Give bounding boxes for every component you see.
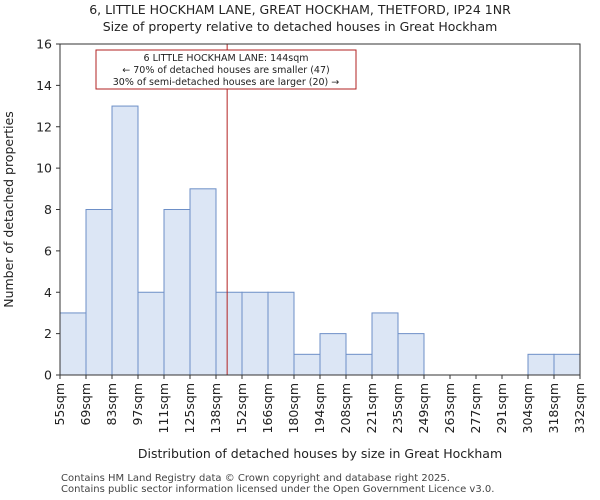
bar-304sqm xyxy=(527,353,555,376)
x-tick-label: 83sqm xyxy=(104,383,119,426)
annotation-box: 6 LITTLE HOCKHAM LANE: 144sqm ← 70% of d… xyxy=(95,49,357,90)
x-tick-label: 166sqm xyxy=(260,383,275,433)
bar-138sqm xyxy=(215,291,243,376)
bar-221sqm xyxy=(371,312,399,376)
footer-licence: Contains public sector information licen… xyxy=(61,484,495,495)
bar-194sqm xyxy=(319,333,347,376)
x-axis-label: Distribution of detached houses by size … xyxy=(138,446,502,461)
x-tick-label: 318sqm xyxy=(546,383,561,433)
x-tick-label: 221sqm xyxy=(364,383,379,433)
y-tick-label: 10 xyxy=(36,161,52,176)
chart-title: 6, LITTLE HOCKHAM LANE, GREAT HOCKHAM, T… xyxy=(89,2,511,17)
annotation-line-2: ← 70% of detached houses are smaller (47… xyxy=(122,65,329,76)
x-tick-label: 125sqm xyxy=(182,383,197,433)
x-tick-label: 180sqm xyxy=(286,383,301,433)
annotation-border xyxy=(95,49,357,90)
x-tick-label: 277sqm xyxy=(468,383,483,433)
x-tick-label: 152sqm xyxy=(234,383,249,433)
bar-235sqm xyxy=(397,333,425,376)
bar-111sqm xyxy=(163,209,191,376)
chart-subtitle: Size of property relative to detached ho… xyxy=(102,19,498,34)
y-tick-label: 14 xyxy=(36,78,52,93)
bar-97sqm xyxy=(137,291,165,376)
bar-208sqm xyxy=(345,353,373,376)
annotation-line-1: 6 LITTLE HOCKHAM LANE: 144sqm xyxy=(144,53,309,64)
bar-180sqm xyxy=(293,353,321,376)
x-tick-label: 111sqm xyxy=(156,383,171,433)
x-tick-label: 55sqm xyxy=(52,383,67,426)
y-tick-label: 2 xyxy=(44,326,52,341)
x-tick-label: 263sqm xyxy=(442,383,457,433)
plot-frame xyxy=(59,43,581,376)
x-tick-label: 235sqm xyxy=(390,383,405,433)
x-tick-label: 291sqm xyxy=(494,383,509,433)
x-tick-label: 304sqm xyxy=(520,383,535,433)
x-tick-label: 208sqm xyxy=(338,383,353,433)
bar-55sqm xyxy=(59,312,87,376)
x-tick-label: 138sqm xyxy=(208,383,223,433)
x-tick-label: 97sqm xyxy=(130,383,145,426)
bar-83sqm xyxy=(111,105,139,376)
y-tick-label: 12 xyxy=(36,119,52,134)
x-tick-label: 69sqm xyxy=(78,383,93,426)
bar-166sqm xyxy=(267,291,295,376)
y-axis-label: Number of detached properties xyxy=(1,111,16,308)
histogram-chart: 0 2 4 6 8 10 12 14 16 55sqm 69sqm 83sqm 97sqm 111sqm… xyxy=(1,37,587,462)
y-tick-label: 4 xyxy=(44,285,52,300)
bars-group xyxy=(59,105,581,376)
y-axis-ticks: 0 2 4 6 8 10 12 14 16 xyxy=(36,37,60,383)
footer-copyright: Contains HM Land Registry data © Crown c… xyxy=(61,473,450,484)
y-tick-label: 8 xyxy=(44,202,52,217)
x-axis-ticks: 55sqm 69sqm 83sqm 97sqm 111sqm 125sqm 138sqm 15… xyxy=(52,375,587,433)
x-tick-label: 194sqm xyxy=(312,383,327,433)
x-tick-label: 249sqm xyxy=(416,383,431,433)
y-tick-label: 6 xyxy=(44,243,52,258)
bar-69sqm xyxy=(85,209,113,376)
y-tick-label: 16 xyxy=(36,37,52,52)
x-tick-label: 332sqm xyxy=(572,383,587,433)
y-tick-label: 0 xyxy=(44,368,52,383)
annotation-line-3: 30% of semi-detached houses are larger (… xyxy=(113,77,340,88)
bar-152sqm xyxy=(241,291,269,376)
bar-318sqm xyxy=(553,353,581,376)
bar-125sqm xyxy=(189,188,217,376)
